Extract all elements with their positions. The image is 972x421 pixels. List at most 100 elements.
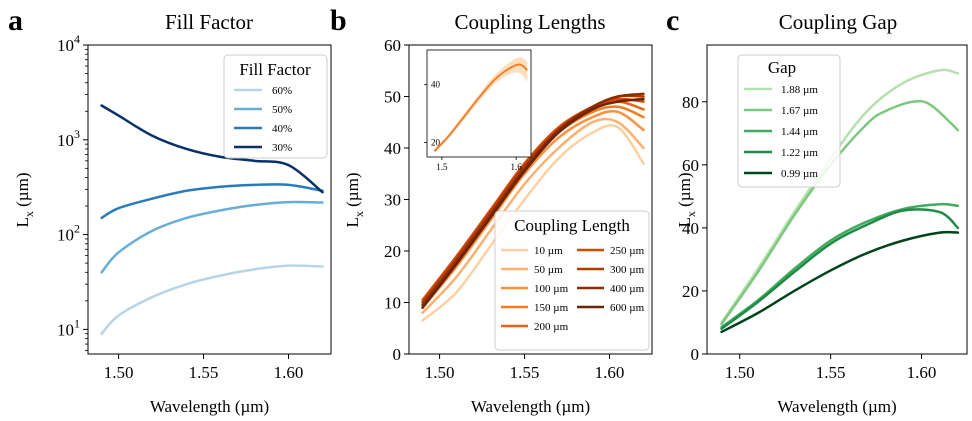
panel-title: Coupling Lengths <box>454 10 605 34</box>
panel-letter: c <box>666 4 679 37</box>
x-tick-label: 1.50 <box>104 363 134 382</box>
inset-line <box>433 63 528 152</box>
series-line-1 <box>720 68 960 324</box>
series-line-5 <box>720 230 960 334</box>
x-tick-label: 1.60 <box>595 363 625 382</box>
y-tick-label: 20 <box>682 282 699 301</box>
inset-y-tick-label: 40 <box>431 80 441 90</box>
x-tick-label: 1.60 <box>274 363 304 382</box>
inset-x-tick-label: 1.6 <box>511 162 523 172</box>
y-axis-label: Lx (µm) <box>675 173 698 228</box>
y-tick-label: 0 <box>691 345 700 364</box>
y-tick-label: 40 <box>682 219 699 238</box>
inset-band <box>434 57 528 154</box>
series-line-3 <box>100 183 324 220</box>
y-tick-exponent: 2 <box>74 222 80 236</box>
y-axis-label-unit: (µm) <box>343 173 362 212</box>
legend-label: 50% <box>272 104 292 116</box>
legend-label: 10 µm <box>534 245 563 257</box>
panel-title: Coupling Gap <box>779 10 897 34</box>
series-group <box>100 104 324 335</box>
legend-label: 100 µm <box>534 283 569 295</box>
x-tick-label: 1.50 <box>425 363 455 382</box>
series-line-3 <box>720 202 960 329</box>
legend-label: 40% <box>272 123 292 135</box>
y-tick-label: 103 <box>57 127 80 150</box>
y-tick-label: 102 <box>57 222 80 245</box>
legend-box <box>223 54 328 159</box>
y-axis-label-main: L <box>675 217 694 227</box>
y-tick-label: 10 <box>384 294 401 313</box>
y-tick-base: 10 <box>57 320 74 339</box>
legend-box <box>494 210 650 351</box>
y-tick-label: 20 <box>384 242 401 261</box>
y-tick-label: 30 <box>384 191 401 210</box>
legend: Coupling Length 10 µm 50 µm 100 µm 150 µm 200… <box>494 210 650 351</box>
x-tick-label: 1.50 <box>725 363 755 382</box>
series-line-1 <box>421 124 645 322</box>
legend-label: 1.67 µm <box>781 105 818 117</box>
y-tick-base: 10 <box>57 226 74 245</box>
y-tick-exponent: 3 <box>74 127 80 141</box>
panel-letter: a <box>8 4 23 37</box>
series-line-8 <box>421 92 645 307</box>
legend-label: 200 µm <box>534 321 569 333</box>
legend-label: 1.44 µm <box>781 126 818 138</box>
y-axis-label-unit: (µm) <box>13 173 32 212</box>
axes-frame <box>706 44 968 355</box>
y-tick-base: 10 <box>57 131 74 150</box>
legend-label: 1.88 µm <box>781 84 818 96</box>
series-line-6 <box>421 97 645 302</box>
y-axis-label-subscript: x <box>22 211 36 217</box>
y-axis-label-unit: (µm) <box>675 173 694 212</box>
x-axis-label: Wavelength (µm) <box>150 397 269 416</box>
x-axis-label: Wavelength (µm) <box>471 397 590 416</box>
x-axis-label: Wavelength (µm) <box>777 397 896 416</box>
series-line-2 <box>421 117 645 315</box>
legend: Fill Factor 60% 50% 40% 30% <box>223 54 328 159</box>
panel-letter: b <box>330 4 347 37</box>
x-tick-label: 1.55 <box>510 363 540 382</box>
legend-label: 30% <box>272 142 292 154</box>
y-axis-label-subscript: x <box>684 211 698 217</box>
legend: Gap 1.88 µm 1.67 µm 1.44 µm 1.22 µm 0.99 µm <box>737 54 841 188</box>
y-tick-label: 80 <box>682 93 699 112</box>
y-tick-label: 60 <box>384 36 401 55</box>
x-tick-label: 1.60 <box>907 363 937 382</box>
panel-c: c Coupling Gap 1.50 1.55 1.60 Wavelength (µm)… <box>666 4 968 416</box>
legend-label: 600 µm <box>610 302 645 314</box>
y-tick-label: 50 <box>384 88 401 107</box>
series-group <box>421 92 645 322</box>
y-tick-base: 10 <box>57 36 74 55</box>
y-axis-label-main: L <box>13 217 32 227</box>
x-tick-label: 1.55 <box>189 363 219 382</box>
panel-a: a Fill Factor 1.50 1.55 1.60 Wavelength (µm) 1… <box>8 4 332 416</box>
legend-title: Gap <box>768 58 796 77</box>
y-tick-exponent: 4 <box>74 32 80 46</box>
legend-label: 300 µm <box>610 264 645 276</box>
legend-label: 250 µm <box>610 245 645 257</box>
series-line-4 <box>100 104 324 194</box>
legend-title: Fill Factor <box>239 60 311 79</box>
x-tick-label: 1.55 <box>816 363 846 382</box>
inset-frame <box>426 49 532 158</box>
legend-title: Coupling Length <box>514 216 630 235</box>
panel-title: Fill Factor <box>165 10 253 34</box>
y-tick-label: 0 <box>393 345 402 364</box>
y-tick-label: 60 <box>682 156 699 175</box>
y-tick-label: 104 <box>57 32 80 55</box>
y-axis-label-subscript: x <box>352 211 366 217</box>
series-group <box>720 68 960 334</box>
axes-frame <box>87 44 332 355</box>
y-tick-exponent: 1 <box>74 316 80 330</box>
y-axis-label-main: L <box>343 217 362 227</box>
y-tick-label: 101 <box>57 316 80 339</box>
y-tick-label: 40 <box>384 139 401 158</box>
legend-label: 0.99 µm <box>781 168 818 180</box>
series-line-3 <box>421 109 645 309</box>
series-line-9 <box>421 97 645 309</box>
legend-label: 400 µm <box>610 283 645 295</box>
inset: 1.5 1.6 20 40 <box>424 49 532 172</box>
legend-label: 50 µm <box>534 264 563 276</box>
